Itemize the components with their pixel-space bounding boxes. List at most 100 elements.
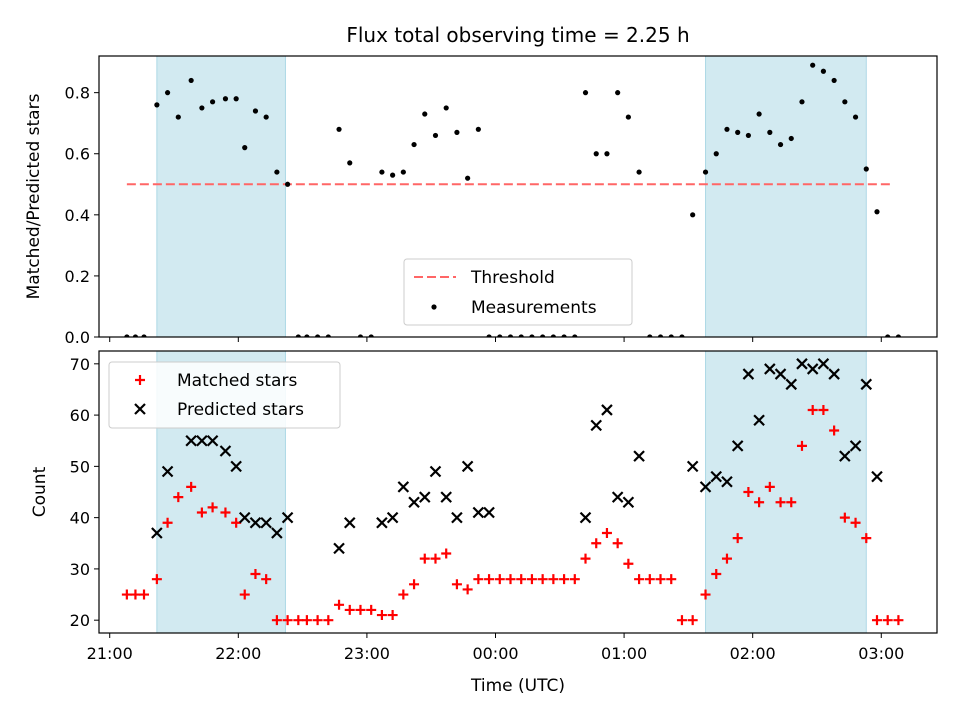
- measurement-point: [842, 99, 848, 105]
- measurement-point: [285, 181, 291, 187]
- matched-point: [173, 492, 184, 503]
- legend-predicted-swatch: [134, 403, 146, 415]
- predicted-point: [238, 511, 251, 524]
- matched-point: [591, 538, 602, 549]
- matched-point: [271, 615, 282, 626]
- matched-point: [139, 589, 150, 600]
- count-panel: 20 30 40 50 60 70 21:00 22:00 23:00 00:00 01:00 02:…: [30, 350, 938, 663]
- matched-point: [387, 610, 398, 621]
- predicted-point: [483, 506, 495, 519]
- predicted-point: [849, 440, 862, 452]
- measurement-point: [582, 90, 589, 96]
- measurement-point: [263, 114, 269, 120]
- matched-point: [829, 425, 840, 436]
- matched-point: [473, 574, 484, 585]
- observing-window-2: [705, 351, 867, 633]
- matched-point: [207, 502, 218, 513]
- matched-point: [441, 548, 452, 559]
- measurement-point: [164, 90, 171, 96]
- predicted-point: [281, 511, 294, 524]
- predicted-point: [219, 445, 232, 457]
- x-tick-label: 22:00: [215, 644, 261, 663]
- measurement-point: [745, 132, 751, 139]
- predicted-point: [785, 378, 798, 391]
- y-tick-label: 0.4: [65, 206, 90, 225]
- measurement-point: [274, 169, 280, 175]
- matched-point: [644, 574, 655, 585]
- predicted-point: [796, 358, 808, 370]
- measurement-point: [735, 129, 741, 135]
- predicted-point: [333, 542, 345, 555]
- measurement-point: [895, 334, 902, 337]
- measurement-point: [124, 334, 130, 337]
- measurement-point: [810, 62, 816, 68]
- legend-predicted-label: Predicted stars: [177, 400, 304, 420]
- measurement-point: [852, 114, 859, 120]
- y-axis-label: Count: [30, 466, 50, 517]
- matched-point: [239, 589, 250, 600]
- matched-point: [451, 579, 462, 590]
- predicted-point: [774, 368, 787, 380]
- matched-point: [430, 553, 441, 564]
- matched-point: [121, 589, 132, 600]
- matched-point: [355, 604, 366, 615]
- measurement-point: [304, 334, 310, 337]
- measurement-point: [336, 126, 342, 132]
- measurement-point: [252, 108, 259, 114]
- predicted-point: [271, 527, 283, 539]
- legend: Threshold Measurements: [403, 258, 633, 326]
- x-tick-label: 03:00: [858, 644, 904, 663]
- matched-point: [398, 589, 409, 600]
- predicted-point: [860, 378, 873, 391]
- matched-point: [419, 553, 430, 564]
- measurement-point: [756, 111, 762, 117]
- measurement-point: [679, 334, 685, 337]
- measurement-point: [690, 212, 696, 218]
- predicted-point: [633, 450, 645, 462]
- series-predicted-stars: [151, 358, 883, 555]
- measurement-point: [657, 334, 664, 337]
- measurement-point: [222, 96, 229, 102]
- matched-point: [293, 615, 304, 626]
- matched-point: [655, 574, 666, 585]
- measurement-point: [422, 111, 428, 117]
- matched-point: [130, 589, 141, 600]
- matched-point: [687, 615, 698, 626]
- matched-point: [231, 517, 242, 528]
- predicted-point: [828, 368, 840, 380]
- predicted-point: [249, 516, 262, 529]
- measurement-point: [347, 160, 353, 166]
- predicted-point: [731, 440, 744, 452]
- predicted-point: [622, 496, 635, 509]
- measurement-point: [233, 96, 239, 102]
- matched-point: [162, 517, 173, 528]
- measurement-point: [636, 169, 642, 175]
- predicted-point: [343, 516, 356, 529]
- predicted-point: [196, 434, 208, 447]
- predicted-point: [579, 511, 592, 524]
- predicted-point: [839, 450, 851, 462]
- matched-point: [764, 481, 775, 492]
- matched-point: [721, 553, 732, 564]
- matched-point: [526, 574, 537, 585]
- measurement-point: [400, 169, 406, 175]
- measurement-point: [154, 102, 160, 108]
- matched-point: [282, 615, 293, 626]
- matched-point: [569, 574, 580, 585]
- plot-area: [121, 351, 904, 633]
- measurement-point: [368, 334, 374, 337]
- matched-point: [494, 574, 505, 585]
- predicted-point: [260, 516, 272, 529]
- measurement-point: [647, 334, 653, 337]
- predicted-point: [429, 465, 442, 478]
- matched-point: [376, 610, 387, 621]
- axes-frame: [98, 350, 938, 634]
- y-tick-label: 40: [70, 509, 90, 528]
- matched-point: [871, 615, 882, 626]
- measurement-point: [188, 77, 194, 84]
- measurement-point: [874, 209, 880, 215]
- plot-area: [124, 56, 902, 337]
- measurement-point: [550, 334, 556, 337]
- matched-point: [839, 512, 850, 523]
